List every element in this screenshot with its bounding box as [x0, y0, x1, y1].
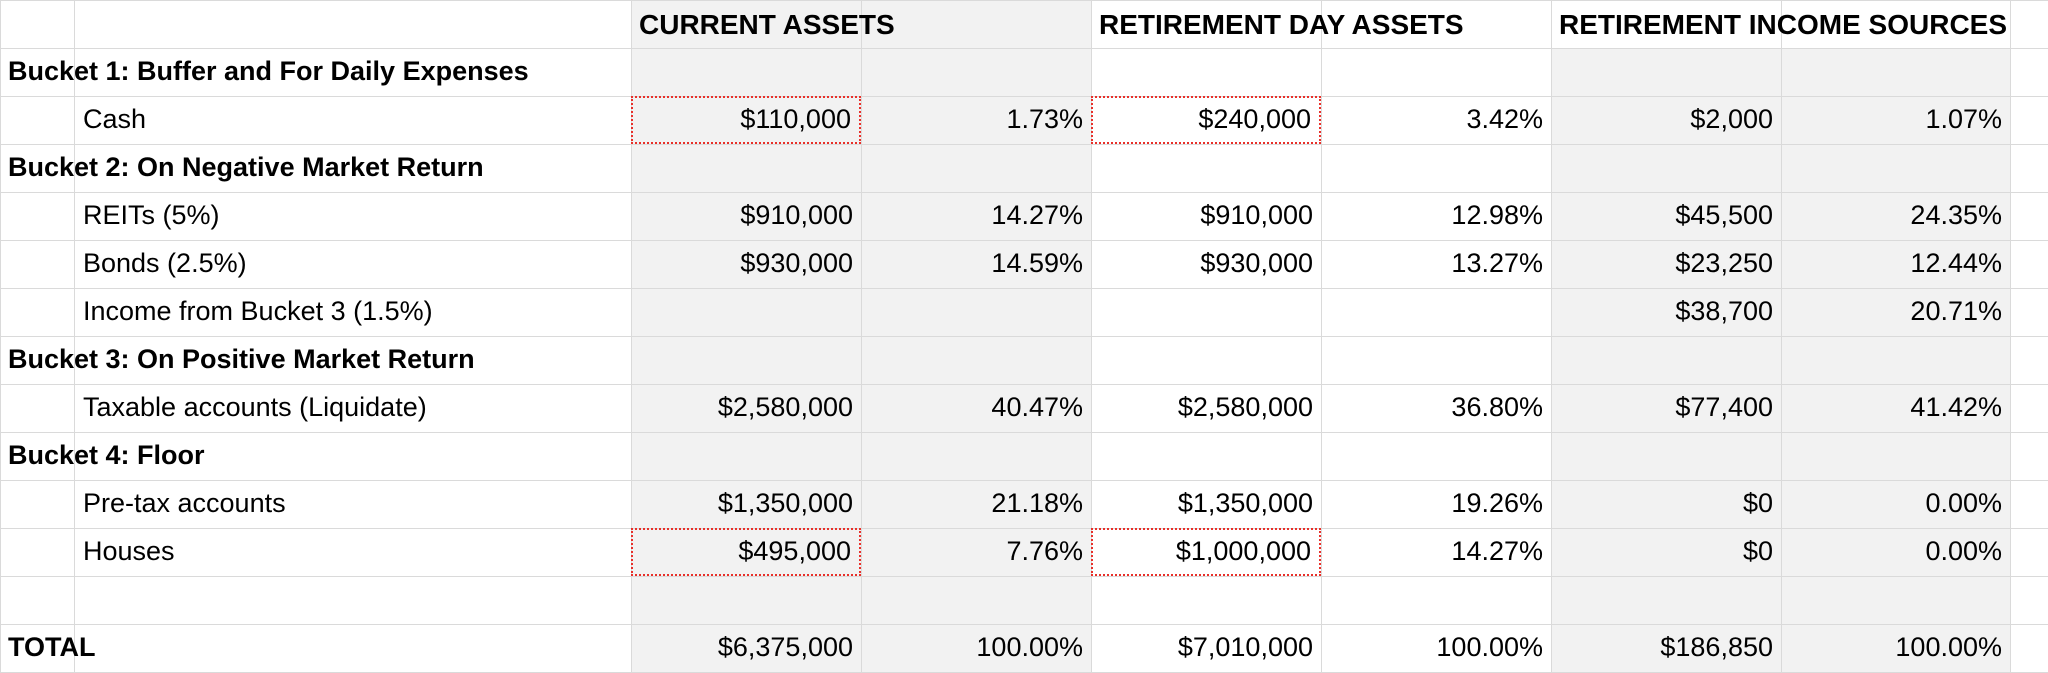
total-income-pct[interactable]: 100.00% — [1895, 632, 2002, 662]
header-retirement-day-assets[interactable]: RETIREMENT DAY ASSETS — [1099, 9, 1464, 40]
bonds-retirement-pct[interactable]: 13.27% — [1451, 248, 1543, 278]
income-sources-column-bg — [1551, 48, 2010, 673]
taxable-accounts-label[interactable]: Taxable accounts (Liquidate) — [83, 392, 427, 422]
reits-retirement-value[interactable]: $910,000 — [1200, 200, 1313, 230]
bonds-label[interactable]: Bonds (2.5%) — [83, 248, 247, 278]
bonds-current-pct[interactable]: 14.59% — [991, 248, 1083, 278]
cash-retirement-pct[interactable]: 3.42% — [1466, 104, 1543, 134]
houses-retirement-value[interactable]: $1,000,000 — [1091, 528, 1321, 576]
reits-income-pct[interactable]: 24.35% — [1910, 200, 2002, 230]
bonds-current-value[interactable]: $930,000 — [740, 248, 853, 278]
bonds-income-pct[interactable]: 12.44% — [1910, 248, 2002, 278]
bucket-2-label[interactable]: Bucket 2: On Negative Market Return — [8, 152, 484, 182]
bonds-income-value[interactable]: $23,250 — [1675, 248, 1773, 278]
houses-current-value[interactable]: $495,000 — [631, 528, 861, 576]
pretax-current-value[interactable]: $1,350,000 — [717, 488, 853, 518]
reits-current-value[interactable]: $910,000 — [740, 200, 853, 230]
taxable-current-pct[interactable]: 40.47% — [991, 392, 1083, 422]
income-from-bucket-3-income-value[interactable]: $38,700 — [1675, 296, 1773, 326]
reits-current-pct[interactable]: 14.27% — [991, 200, 1083, 230]
reits-income-value[interactable]: $45,500 — [1675, 200, 1773, 230]
total-retirement-pct[interactable]: 100.00% — [1436, 632, 1543, 662]
income-from-bucket-3-income-pct[interactable]: 20.71% — [1910, 296, 2002, 326]
cash-current-pct[interactable]: 1.73% — [1006, 104, 1083, 134]
houses-retirement-pct[interactable]: 14.27% — [1451, 536, 1543, 566]
pre-tax-accounts-label[interactable]: Pre-tax accounts — [83, 488, 286, 518]
cash-label[interactable]: Cash — [83, 104, 147, 134]
pretax-retirement-value[interactable]: $1,350,000 — [1177, 488, 1313, 518]
houses-current-pct[interactable]: 7.76% — [1006, 536, 1083, 566]
total-current-value[interactable]: $6,375,000 — [717, 632, 853, 662]
cash-retirement-value[interactable]: $240,000 — [1091, 96, 1321, 144]
taxable-income-value[interactable]: $77,400 — [1675, 392, 1773, 422]
houses-label[interactable]: Houses — [83, 536, 175, 566]
cash-income-value[interactable]: $2,000 — [1690, 104, 1773, 134]
total-retirement-value[interactable]: $7,010,000 — [1177, 632, 1313, 662]
bucket-3-label[interactable]: Bucket 3: On Positive Market Return — [8, 344, 475, 374]
houses-income-value[interactable]: $0 — [1742, 536, 1773, 566]
total-label[interactable]: TOTAL — [8, 632, 96, 662]
total-current-pct[interactable]: 100.00% — [976, 632, 1083, 662]
houses-income-pct[interactable]: 0.00% — [1925, 536, 2002, 566]
taxable-retirement-pct[interactable]: 36.80% — [1451, 392, 1543, 422]
bonds-retirement-value[interactable]: $930,000 — [1200, 248, 1313, 278]
bucket-1-label[interactable]: Bucket 1: Buffer and For Daily Expenses — [8, 56, 529, 86]
taxable-current-value[interactable]: $2,580,000 — [717, 392, 853, 422]
header-retirement-income-sources[interactable]: RETIREMENT INCOME SOURCES — [1559, 9, 2008, 40]
pretax-income-value[interactable]: $0 — [1742, 488, 1773, 518]
pretax-retirement-pct[interactable]: 19.26% — [1451, 488, 1543, 518]
cash-income-pct[interactable]: 1.07% — [1925, 104, 2002, 134]
bucket-4-label[interactable]: Bucket 4: Floor — [8, 440, 205, 470]
total-income-value[interactable]: $186,850 — [1660, 632, 1773, 662]
reits-retirement-pct[interactable]: 12.98% — [1451, 200, 1543, 230]
cash-current-value[interactable]: $110,000 — [631, 96, 861, 144]
taxable-retirement-value[interactable]: $2,580,000 — [1177, 392, 1313, 422]
income-from-bucket-3-label[interactable]: Income from Bucket 3 (1.5%) — [83, 296, 433, 326]
taxable-income-pct[interactable]: 41.42% — [1910, 392, 2002, 422]
reits-label[interactable]: REITs (5%) — [83, 200, 220, 230]
header-current-assets[interactable]: CURRENT ASSETS — [639, 9, 895, 40]
pretax-current-pct[interactable]: 21.18% — [991, 488, 1083, 518]
pretax-income-pct[interactable]: 0.00% — [1925, 488, 2002, 518]
